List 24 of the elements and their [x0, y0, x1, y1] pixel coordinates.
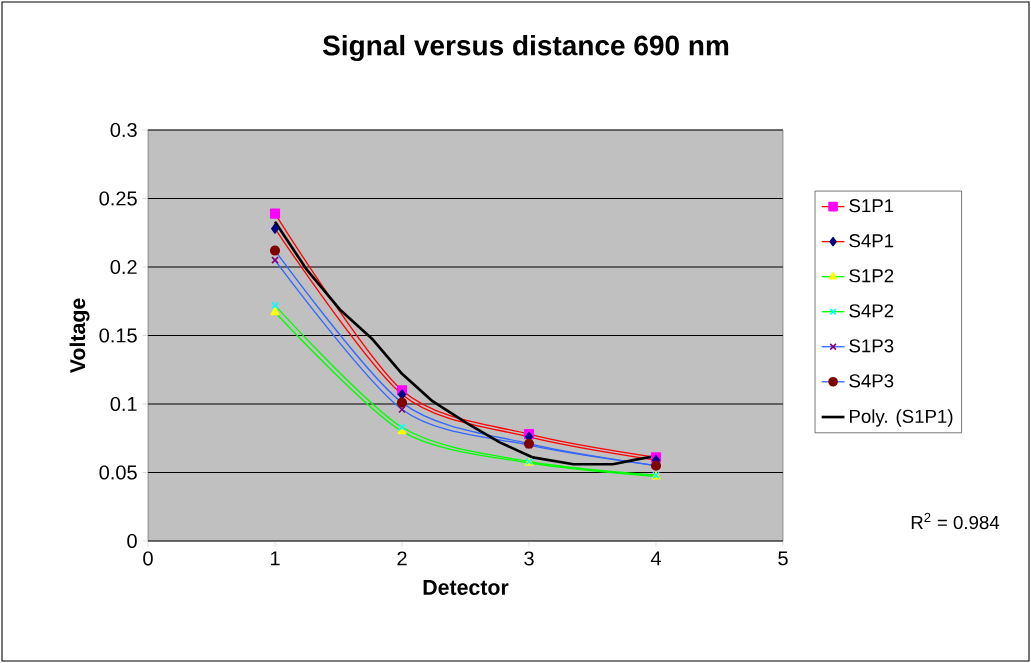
legend-label: S4P1: [849, 234, 894, 248]
y-axis-title: Voltage: [69, 298, 90, 374]
x-tick-label: 2: [397, 551, 407, 566]
legend-label: S1P2: [849, 269, 894, 283]
legend-label: S1P1: [849, 199, 894, 213]
x-axis-title: Detector: [423, 580, 509, 595]
legend-label: S1P3: [849, 339, 894, 353]
text: R$^{2}$ = 0.984: [911, 512, 1000, 530]
y-tick-label: 0.2: [110, 259, 137, 275]
legend-label: Poly. (S1P1): [849, 409, 953, 427]
x-tick-label: 0: [143, 551, 153, 566]
chart-title: Signal versus distance 690 nm: [322, 34, 729, 62]
y-tick-label: 0: [127, 533, 137, 549]
y-tick-label: 0.25: [99, 191, 137, 206]
x-tick-label: 4: [650, 551, 661, 566]
x-tick-label: 3: [524, 551, 534, 566]
y-tick-label: 0.05: [99, 465, 137, 480]
y-tick-label: 0.3: [110, 122, 137, 138]
x-tick-label: 5: [778, 551, 788, 566]
legend-label: S4P2: [849, 304, 894, 318]
y-tick-label: 0.15: [99, 328, 137, 343]
legend-label: S4P3: [849, 374, 894, 388]
y-tick-label: 0.1: [110, 396, 137, 412]
x-tick-label: 1: [270, 551, 280, 566]
